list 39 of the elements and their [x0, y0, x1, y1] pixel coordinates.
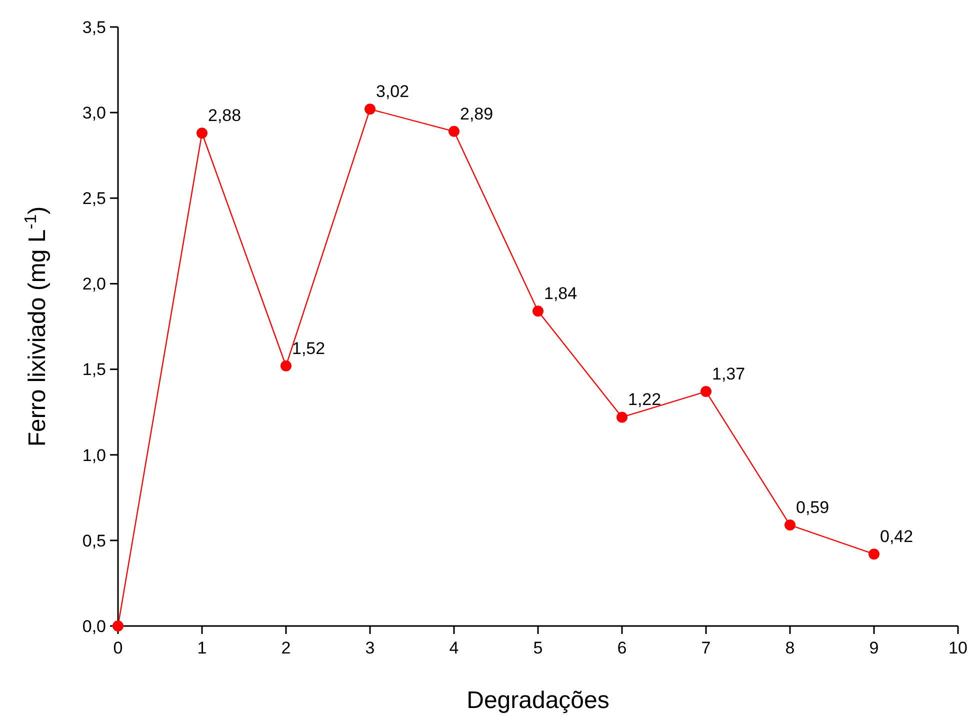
x-tick-label: 7 — [701, 638, 711, 658]
point — [280, 360, 292, 372]
x-tick-label: 2 — [281, 638, 291, 658]
point — [196, 128, 208, 139]
y-tick-label: 0,5 — [82, 531, 106, 550]
data-label: 3,02 — [376, 82, 410, 102]
x-axis-title: Degradações — [466, 687, 610, 714]
point — [868, 548, 880, 560]
x-tick-label: 3 — [365, 638, 375, 658]
point — [364, 104, 376, 115]
y-tick-label: 0,0 — [82, 616, 106, 636]
data-label: 0,42 — [880, 527, 914, 546]
point — [700, 386, 712, 398]
data-label: 1,84 — [544, 284, 578, 304]
point — [448, 126, 460, 137]
x-tick-label: 1 — [197, 638, 207, 658]
point — [532, 306, 544, 317]
data-label: 0,59 — [796, 498, 830, 518]
data-label: 1,22 — [628, 390, 662, 410]
x-tick-label: 8 — [785, 638, 795, 658]
y-tick-label: 2,0 — [82, 274, 106, 294]
point — [616, 412, 628, 423]
point — [784, 520, 796, 531]
point — [112, 620, 124, 632]
data-label: 1,52 — [292, 338, 326, 358]
data-label: 2,88 — [208, 106, 242, 126]
y-tick-label: 3,5 — [82, 18, 106, 37]
y-tick-label: 1,5 — [82, 360, 106, 380]
data-label: 1,37 — [712, 364, 746, 384]
data-label: 2,89 — [460, 104, 494, 124]
x-tick-label: 6 — [617, 638, 627, 658]
y-tick-label: 3,0 — [82, 104, 106, 123]
y-tick-label: 1,0 — [82, 446, 106, 465]
x-tick-label: 5 — [533, 638, 543, 658]
y-tick-label: 2,5 — [82, 189, 106, 208]
x-tick-label: 4 — [449, 638, 459, 658]
x-tick-label: 9 — [869, 638, 879, 658]
x-tick-label: 10 — [948, 638, 968, 658]
x-tick-label: 0 — [113, 638, 123, 658]
